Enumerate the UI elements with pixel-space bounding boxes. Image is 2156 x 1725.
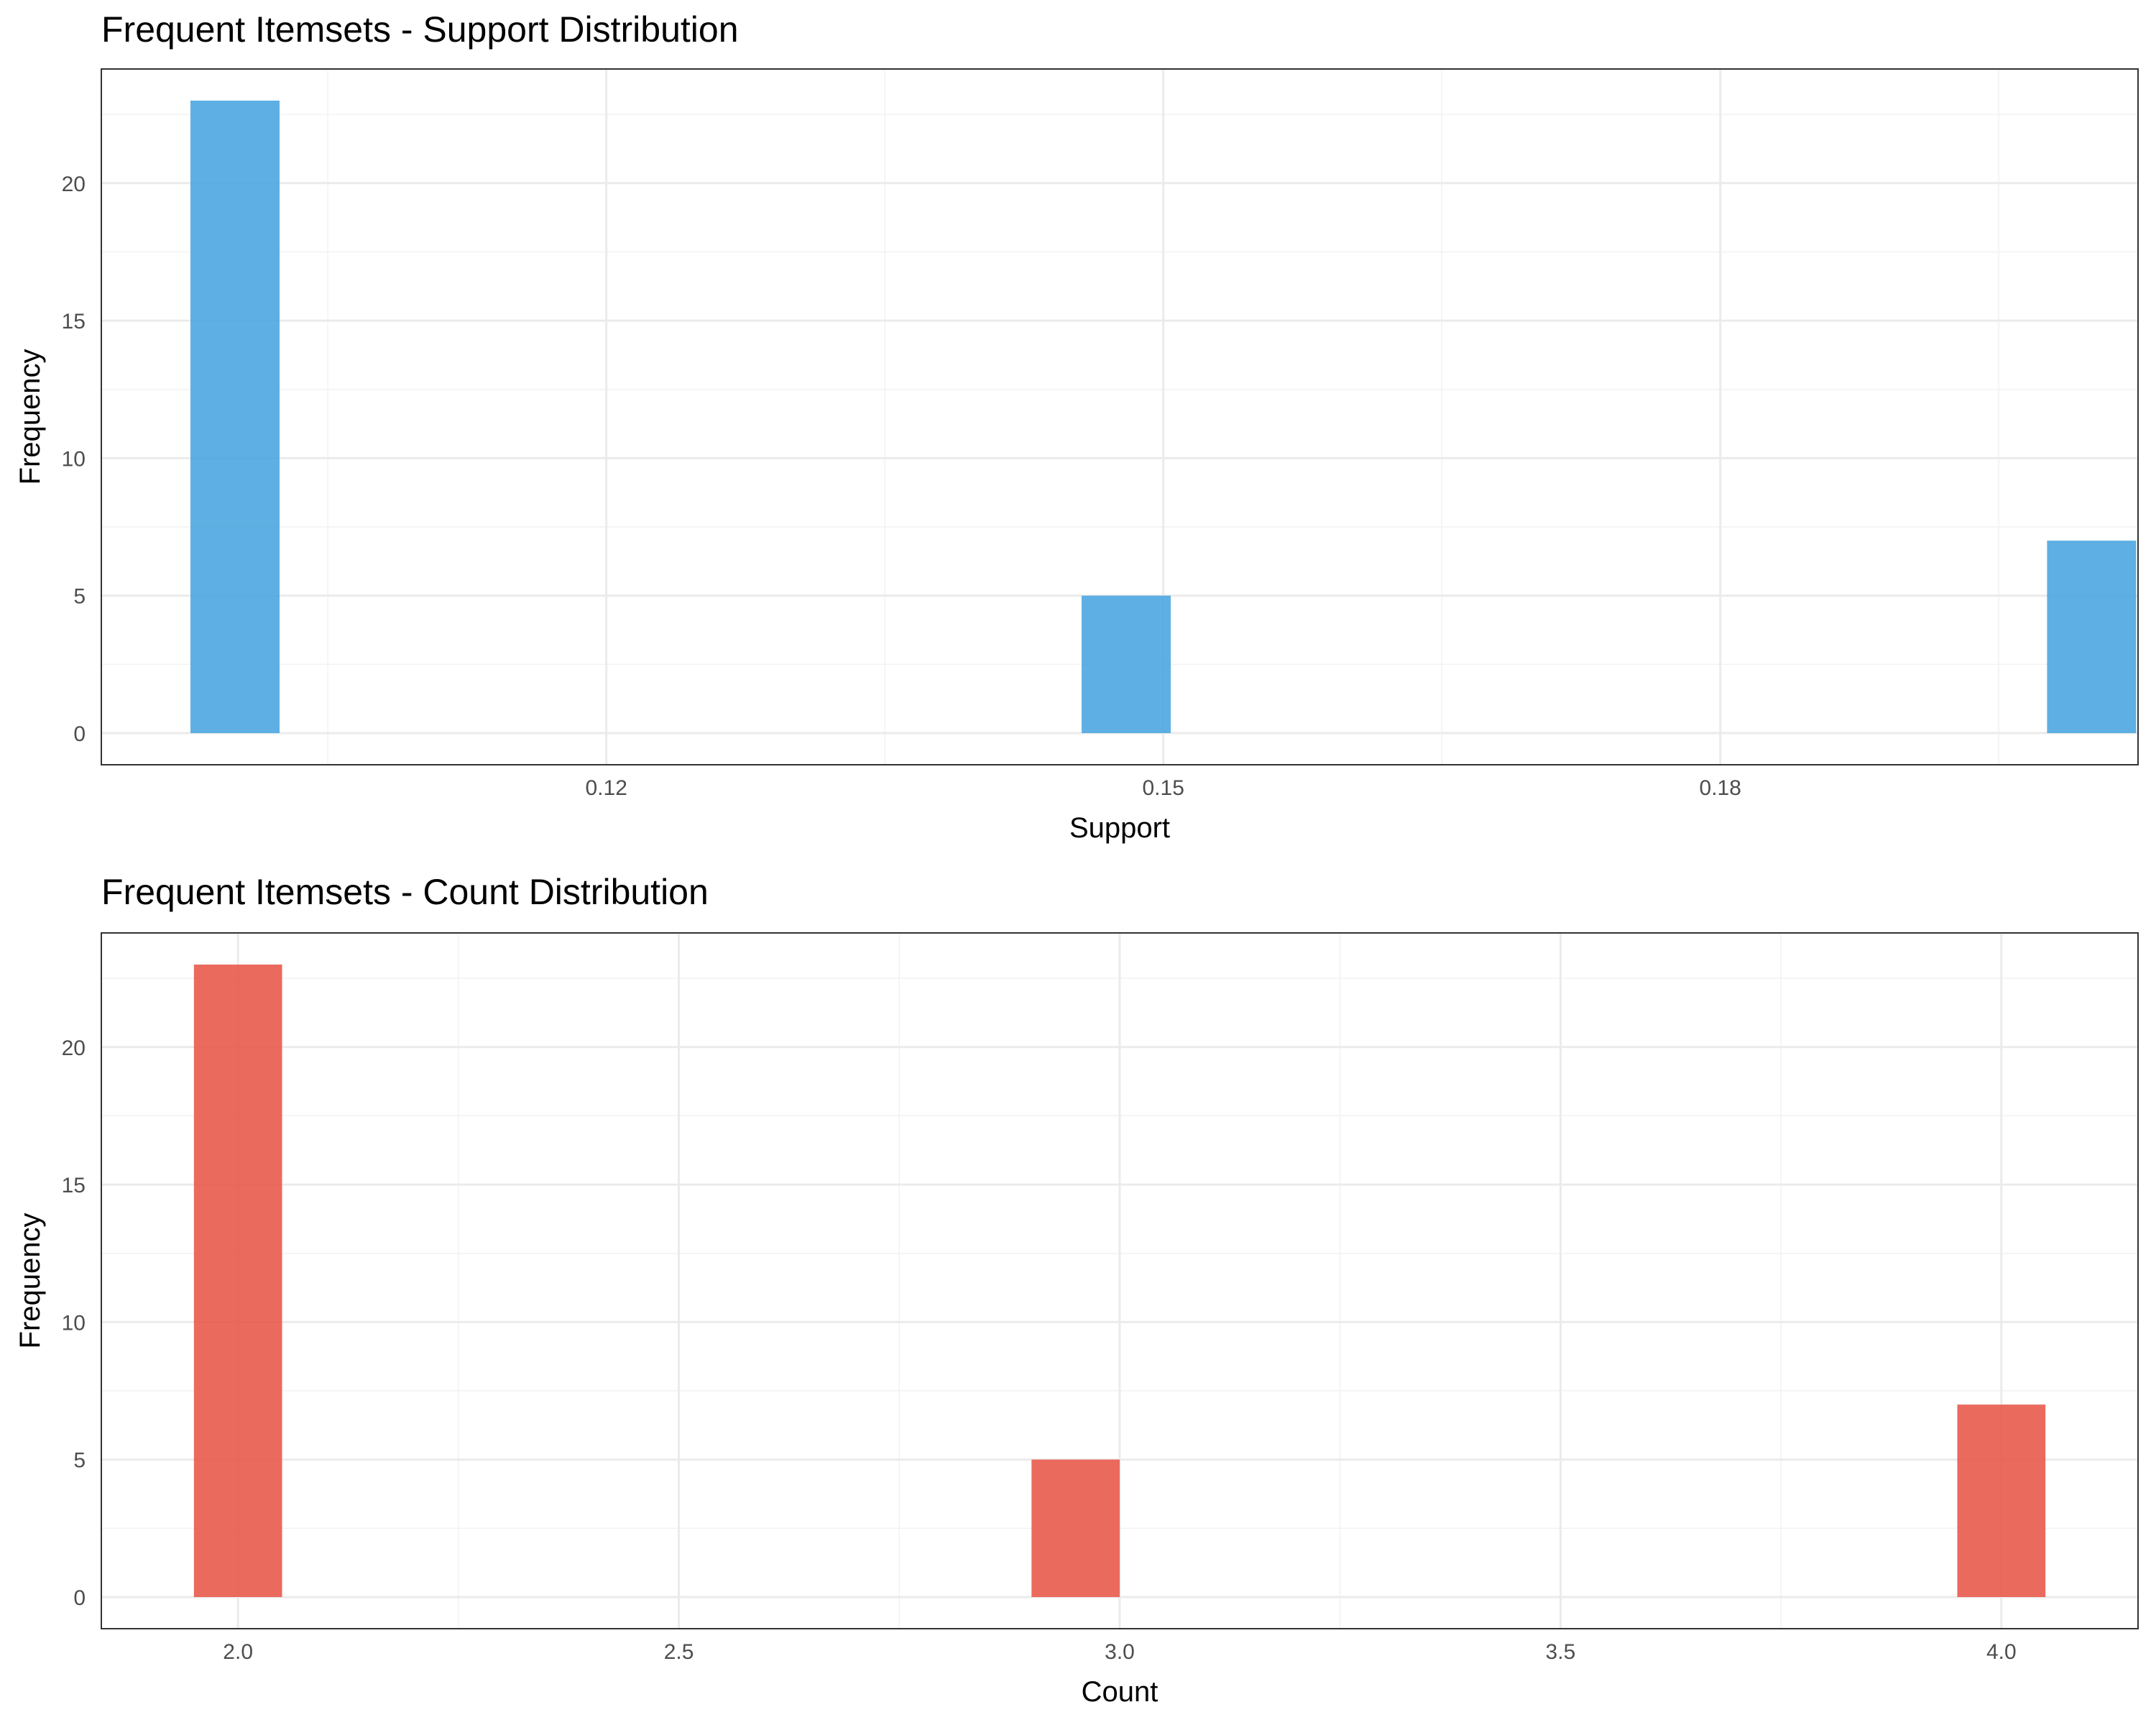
x-tick-label: 2.5 bbox=[664, 1640, 694, 1664]
histogram-bar bbox=[193, 965, 282, 1597]
x-tick-label: 0.18 bbox=[1700, 776, 1741, 800]
histogram-bar bbox=[190, 101, 280, 733]
y-axis-label: Frequency bbox=[14, 1213, 46, 1349]
chart-title: Frequent Itemsets - Support Distribution bbox=[101, 9, 739, 50]
x-axis-label: Support bbox=[1069, 812, 1170, 844]
x-tick-labels: 2.0 2.5 3.0 3.5 4.0 bbox=[223, 1640, 2016, 1664]
y-tick-label: 5 bbox=[73, 1449, 86, 1473]
y-tick-label: 15 bbox=[62, 310, 86, 334]
histogram-bar bbox=[1957, 1404, 2046, 1597]
support-distribution-panel: Frequent Itemsets - Support Distribution… bbox=[14, 9, 2139, 844]
y-tick-label: 10 bbox=[62, 1311, 86, 1335]
x-tick-label: 3.5 bbox=[1546, 1640, 1576, 1664]
x-tick-label: 0.15 bbox=[1143, 776, 1184, 800]
y-tick-label: 0 bbox=[73, 722, 86, 746]
x-axis-label: Count bbox=[1082, 1676, 1158, 1708]
histogram-bar bbox=[1082, 595, 1171, 733]
x-tick-labels: 0.12 0.15 0.18 bbox=[585, 776, 1741, 800]
y-tick-label: 5 bbox=[73, 585, 86, 609]
y-tick-label: 20 bbox=[62, 172, 86, 196]
histogram-bar bbox=[1031, 1459, 1120, 1597]
plot-frame bbox=[101, 932, 2139, 1629]
y-tick-labels: 0 5 10 15 20 bbox=[62, 172, 86, 746]
y-tick-label: 20 bbox=[62, 1036, 86, 1060]
histogram-bars bbox=[193, 965, 2046, 1597]
x-tick-label: 0.12 bbox=[585, 776, 627, 800]
chart-title: Frequent Itemsets - Count Distribution bbox=[101, 872, 709, 912]
x-tick-label: 4.0 bbox=[1986, 1640, 2017, 1664]
y-axis-label: Frequency bbox=[14, 349, 46, 485]
plot-frame bbox=[101, 68, 2139, 765]
y-tick-label: 10 bbox=[62, 447, 86, 471]
x-tick-label: 3.0 bbox=[1105, 1640, 1135, 1664]
count-distribution-panel: Frequent Itemsets - Count Distribution 0… bbox=[14, 872, 2139, 1708]
y-tick-labels: 0 5 10 15 20 bbox=[62, 1036, 86, 1610]
x-tick-label: 2.0 bbox=[223, 1640, 253, 1664]
y-tick-label: 15 bbox=[62, 1174, 86, 1197]
histogram-bar bbox=[2047, 540, 2137, 733]
y-tick-label: 0 bbox=[73, 1586, 86, 1610]
histogram-bars bbox=[190, 101, 2137, 733]
